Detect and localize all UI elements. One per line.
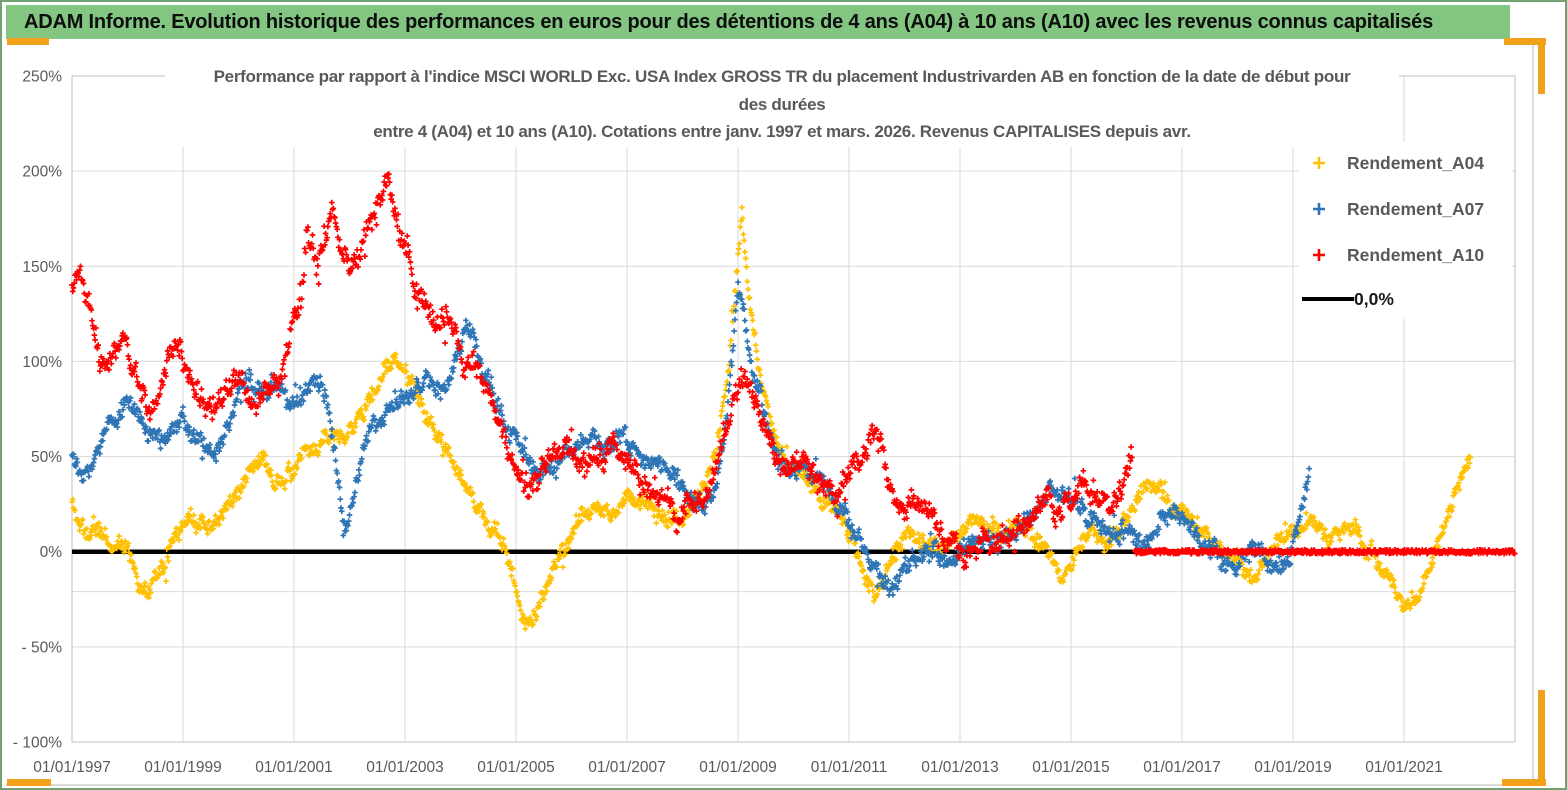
x-tick-label: 01/01/2003 (366, 759, 444, 776)
data-layer (69, 171, 1518, 632)
orange-border-fragment-top-right-h (1504, 38, 1546, 45)
orange-border-fragment-top-left (7, 38, 49, 45)
x-tick-label: 01/01/2021 (1365, 759, 1443, 776)
orange-border-fragment-top-right-v (1538, 38, 1545, 94)
header-bar: ADAM Informe. Evolution historique des p… (6, 5, 1510, 39)
x-tick-label: 01/01/2001 (255, 759, 333, 776)
series-points-Rendement_A07 (69, 279, 1312, 598)
y-tick-label: 200% (22, 164, 62, 181)
orange-border-fragment-bottom-right-v (1538, 690, 1545, 786)
x-tick-label: 01/01/2015 (1032, 759, 1110, 776)
x-tick-label: 01/01/2009 (699, 759, 777, 776)
orange-border-fragment-bottom-left (7, 779, 51, 786)
legend-label-a07: Rendement_A07 (1347, 199, 1484, 219)
y-tick-label: - 50% (22, 639, 63, 656)
x-tick-label: 01/01/2011 (811, 759, 887, 776)
orange-border-fragment-bottom-right-h (1502, 779, 1546, 786)
y-tick-label: 50% (31, 449, 62, 466)
legend-label-zero: 0,0% (1354, 289, 1394, 309)
x-tick-label: 01/01/2007 (588, 759, 666, 776)
y-tick-label: 150% (22, 259, 62, 276)
legend-label-a10: Rendement_A10 (1347, 245, 1484, 265)
x-tick-label: 01/01/1997 (33, 759, 111, 776)
x-tick-label: 01/01/2013 (921, 759, 999, 776)
x-tick-label: 01/01/2005 (477, 759, 555, 776)
y-tick-label: 100% (22, 354, 62, 371)
legend-marker-a10-plus-icon (1313, 249, 1325, 261)
header-title: ADAM Informe. Evolution historique des p… (24, 10, 1433, 33)
chart-frame (6, 40, 1545, 786)
chart-title-line2: des durées (739, 95, 826, 114)
y-tick-label: - 100% (13, 735, 62, 752)
legend-background (1299, 142, 1512, 319)
series-points-Rendement_A04 (69, 204, 1474, 632)
x-tick-label: 01/01/2019 (1254, 759, 1332, 776)
y-tick-label: 0% (40, 544, 63, 561)
chart-title-background (165, 58, 1399, 147)
axis-layer: 250% 200% 150% 100% 50% 0% - 50% - 100% 01/01/19… (13, 69, 1443, 777)
legend-marker-a04-plus-icon (1313, 157, 1325, 169)
series-points-Rendement_A10 (69, 171, 1135, 571)
chart-title-line1: Performance par rapport à l'indice MSCI … (214, 67, 1351, 86)
x-tick-label: 01/01/1999 (144, 759, 222, 776)
legend-marker-a07-plus-icon (1313, 203, 1325, 215)
chart-title-line3: entre 4 (A04) et 10 ans (A10). Cotations… (373, 122, 1191, 141)
x-tick-label: 01/01/2017 (1143, 759, 1221, 776)
y-tick-label: 250% (22, 69, 62, 86)
legend-label-a04: Rendement_A04 (1347, 153, 1484, 173)
chart-legend: Rendement_A04 Rendement_A07 Rendement_A1… (1299, 142, 1512, 319)
